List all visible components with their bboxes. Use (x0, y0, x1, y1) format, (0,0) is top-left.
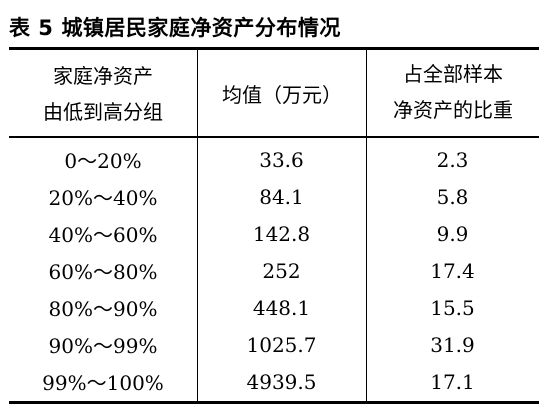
header-group: 家庭净资产 由低到高分组 (9, 58, 197, 130)
table-title: 表 5 城镇居民家庭净资产分布情况 (9, 12, 341, 42)
table-row: 0～20% 33.6 2.3 (9, 141, 539, 178)
table-row: 20%～40% 84.1 5.8 (9, 178, 539, 215)
header-mean-text: 均值（万元） (222, 83, 342, 107)
cell-mean: 142.8 (252, 221, 311, 246)
table-top-rule (9, 47, 539, 50)
column-divider-2 (366, 49, 367, 402)
cell-group: 99%～100% (42, 371, 164, 395)
table-caption: 城镇居民家庭净资产分布情况 (61, 16, 341, 40)
cell-mean: 84.1 (259, 184, 304, 209)
column-divider-1 (197, 49, 198, 402)
cell-group: 80%～90% (48, 297, 158, 321)
cell-group: 0～20% (64, 149, 142, 173)
table-bottom-rule (9, 401, 539, 404)
cell-share: 9.9 (436, 221, 469, 246)
header-group-line1: 家庭净资产 (53, 64, 153, 88)
cell-mean: 4939.5 (246, 369, 317, 394)
cell-share: 31.9 (430, 332, 475, 357)
cell-group: 90%～99% (48, 334, 158, 358)
cell-mean: 252 (262, 258, 301, 283)
cell-share: 2.3 (436, 147, 469, 172)
header-share: 占全部样本 净资产的比重 (367, 56, 539, 128)
table-row: 99%～100% 4939.5 17.1 (9, 363, 539, 400)
cell-share: 5.8 (436, 184, 469, 209)
cell-group: 60%～80% (48, 260, 158, 284)
cell-share: 17.1 (430, 369, 475, 394)
header-share-line2: 净资产的比重 (393, 98, 513, 122)
cell-mean: 1025.7 (246, 332, 317, 357)
cell-group: 20%～40% (48, 186, 158, 210)
cell-share: 15.5 (430, 295, 475, 320)
table-row: 60%～80% 252 17.4 (9, 252, 539, 289)
header-group-line2: 由低到高分组 (43, 100, 163, 124)
cell-mean: 33.6 (259, 147, 304, 172)
header-separator-rule (9, 136, 539, 138)
cell-mean: 448.1 (252, 295, 311, 320)
table-row: 80%～90% 448.1 15.5 (9, 289, 539, 326)
table-number: 表 5 (9, 16, 54, 40)
cell-share: 17.4 (430, 258, 475, 283)
header-mean: 均值（万元） (198, 77, 366, 113)
cell-group: 40%～60% (48, 223, 158, 247)
header-share-line1: 占全部样本 (403, 62, 503, 86)
data-table: 0～20% 33.6 2.3 20%～40% 84.1 5.8 40%～60% … (9, 141, 539, 400)
table-row: 90%～99% 1025.7 31.9 (9, 326, 539, 363)
table-row: 40%～60% 142.8 9.9 (9, 215, 539, 252)
